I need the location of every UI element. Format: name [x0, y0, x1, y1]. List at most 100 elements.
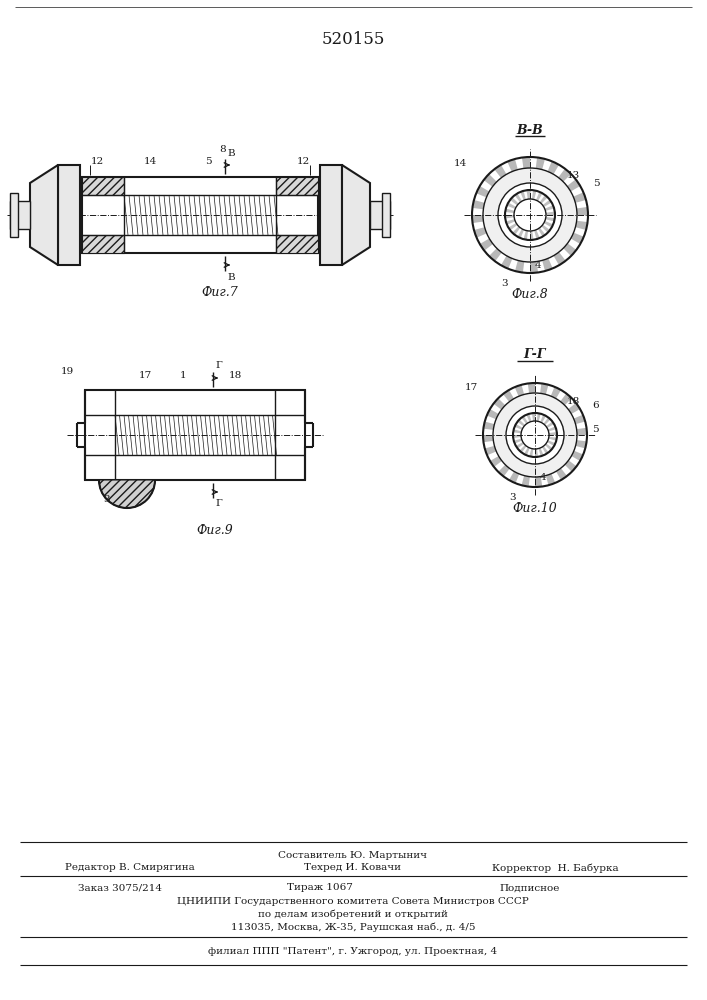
- Text: 14: 14: [454, 158, 467, 167]
- Text: 17: 17: [464, 383, 478, 392]
- Bar: [58, 165, 80, 265]
- Wedge shape: [527, 383, 535, 393]
- Text: ЦНИИПИ Государственного комитета Совета Министров СССР: ЦНИИПИ Государственного комитета Совета …: [177, 896, 529, 906]
- Text: Г: Г: [215, 499, 222, 508]
- Text: 18: 18: [567, 396, 580, 406]
- Wedge shape: [484, 422, 494, 430]
- Wedge shape: [472, 200, 484, 209]
- Text: B: B: [227, 148, 235, 157]
- Text: 18: 18: [228, 371, 242, 380]
- Text: Тираж 1067: Тираж 1067: [287, 884, 353, 892]
- Wedge shape: [503, 390, 514, 402]
- Wedge shape: [571, 233, 584, 244]
- Text: филиал ППП "Патент", г. Ужгород, ул. Проектная, 4: филиал ППП "Патент", г. Ужгород, ул. Про…: [209, 948, 498, 956]
- Text: 4: 4: [535, 260, 542, 269]
- Wedge shape: [485, 446, 496, 455]
- Bar: [320, 165, 342, 265]
- Text: 19: 19: [60, 367, 74, 376]
- Text: 5: 5: [205, 156, 211, 165]
- Wedge shape: [523, 230, 528, 240]
- Wedge shape: [477, 186, 489, 197]
- Wedge shape: [539, 448, 544, 456]
- Bar: [382, 193, 390, 237]
- Wedge shape: [510, 197, 519, 205]
- Wedge shape: [542, 446, 549, 454]
- Wedge shape: [546, 212, 555, 215]
- Wedge shape: [508, 223, 518, 230]
- Wedge shape: [493, 398, 506, 410]
- Text: 17: 17: [139, 371, 151, 380]
- Text: Заказ 3075/214: Заказ 3075/214: [78, 884, 162, 892]
- Wedge shape: [548, 161, 559, 174]
- Wedge shape: [513, 226, 520, 235]
- Wedge shape: [542, 225, 550, 233]
- Bar: [276, 235, 318, 253]
- Wedge shape: [536, 192, 542, 201]
- Circle shape: [472, 157, 588, 273]
- Text: по делам изобретений и открытий: по делам изобретений и открытий: [258, 909, 448, 919]
- Circle shape: [521, 421, 549, 449]
- Wedge shape: [545, 443, 553, 451]
- Circle shape: [514, 199, 546, 231]
- Wedge shape: [483, 435, 493, 442]
- Text: Г-Г: Г-Г: [524, 349, 547, 361]
- Wedge shape: [513, 429, 522, 433]
- Wedge shape: [505, 215, 514, 218]
- Wedge shape: [546, 421, 554, 428]
- Wedge shape: [472, 215, 484, 223]
- Wedge shape: [527, 190, 530, 199]
- Bar: [370, 201, 390, 229]
- Wedge shape: [540, 383, 549, 394]
- Wedge shape: [522, 157, 530, 168]
- Text: 5: 5: [593, 178, 600, 188]
- Bar: [82, 177, 124, 195]
- Wedge shape: [484, 174, 497, 187]
- Bar: [82, 235, 124, 253]
- Text: 8: 8: [220, 144, 226, 153]
- Wedge shape: [537, 413, 541, 421]
- Bar: [10, 201, 30, 229]
- Text: Редактор В. Смирягина: Редактор В. Смирягина: [65, 863, 195, 872]
- Text: 5: 5: [592, 426, 599, 434]
- Wedge shape: [506, 209, 515, 213]
- Text: 1: 1: [180, 371, 187, 380]
- Text: 3: 3: [502, 279, 508, 288]
- Text: Корректор  Н. Бабурка: Корректор Н. Бабурка: [491, 863, 619, 873]
- Text: B-B: B-B: [517, 123, 544, 136]
- Wedge shape: [524, 447, 530, 455]
- Text: Подписное: Подписное: [500, 884, 560, 892]
- Wedge shape: [515, 385, 524, 396]
- Wedge shape: [527, 414, 532, 422]
- Wedge shape: [513, 435, 521, 438]
- Wedge shape: [536, 157, 545, 170]
- Wedge shape: [542, 200, 551, 207]
- Text: 3: 3: [104, 495, 110, 504]
- Text: 14: 14: [144, 156, 157, 165]
- Text: 4: 4: [540, 473, 547, 482]
- Wedge shape: [508, 159, 518, 172]
- Bar: [82, 177, 318, 253]
- Wedge shape: [542, 258, 553, 271]
- Wedge shape: [532, 413, 535, 421]
- Wedge shape: [567, 179, 580, 192]
- Wedge shape: [494, 165, 506, 178]
- Wedge shape: [560, 393, 572, 405]
- Wedge shape: [573, 192, 586, 203]
- Bar: [10, 193, 18, 237]
- Bar: [276, 177, 318, 195]
- Wedge shape: [559, 169, 571, 182]
- Wedge shape: [540, 415, 546, 423]
- Wedge shape: [549, 432, 557, 435]
- Wedge shape: [474, 227, 486, 238]
- Wedge shape: [514, 439, 522, 444]
- Text: Фиг.10: Фиг.10: [513, 502, 557, 516]
- Circle shape: [498, 183, 562, 247]
- Wedge shape: [518, 229, 524, 238]
- Wedge shape: [516, 442, 524, 449]
- Wedge shape: [551, 387, 561, 399]
- Text: 3: 3: [510, 493, 516, 502]
- Wedge shape: [573, 415, 585, 424]
- Text: 13: 13: [567, 170, 580, 180]
- Wedge shape: [487, 409, 498, 419]
- Wedge shape: [506, 219, 515, 225]
